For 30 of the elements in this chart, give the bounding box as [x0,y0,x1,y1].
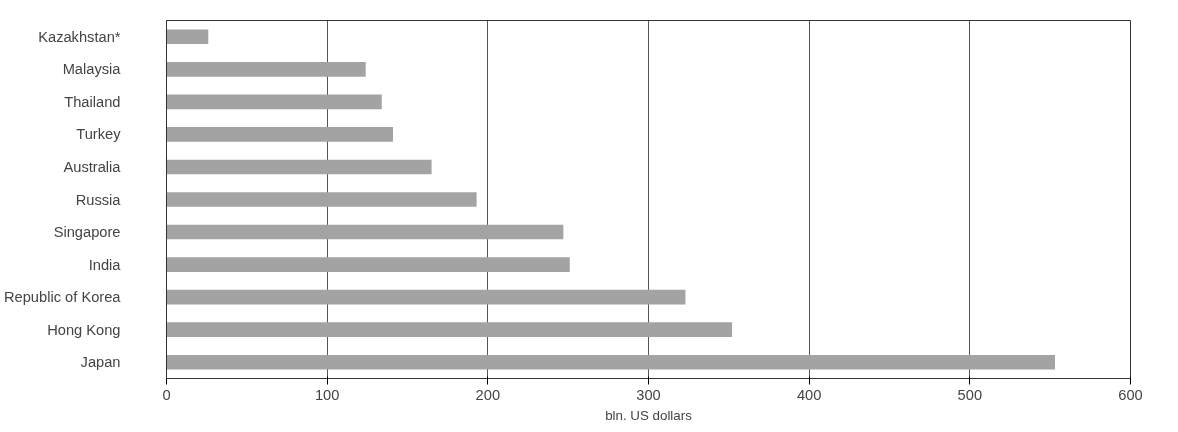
y-tick-label: Japan [80,354,121,371]
bar [166,127,394,142]
x-tick-label: 400 [796,386,822,403]
y-tick-label: Russia [75,191,122,208]
y-tick-label: Thailand [64,93,121,110]
bar [166,322,733,337]
bar [166,192,477,207]
bar [166,62,366,77]
bar [166,289,686,305]
x-axis-title: bln. US dollars [605,407,693,423]
bar [166,224,564,240]
bar [166,354,1055,370]
bar [166,257,570,272]
y-tick-label: India [88,256,122,273]
bar [166,29,209,45]
y-tick-label: Kazakhstan* [38,28,121,45]
y-tick-label: Republic of Korea [3,289,122,306]
bar [166,94,382,110]
x-tick-label: 200 [475,386,501,403]
x-tick-label: 500 [957,386,983,403]
x-tick-label: 300 [636,386,661,403]
y-tick-label: Turkey [76,126,122,143]
y-tick-label: Singapore [53,224,121,241]
y-tick-label: Malaysia [62,61,122,78]
bar [166,159,432,175]
x-tick-label: 0 [162,386,171,403]
y-tick-label: Australia [63,158,122,175]
x-tick-label: 100 [314,386,340,403]
y-tick-label: Hong Kong [47,321,121,338]
x-tick-label: 600 [1118,386,1143,403]
